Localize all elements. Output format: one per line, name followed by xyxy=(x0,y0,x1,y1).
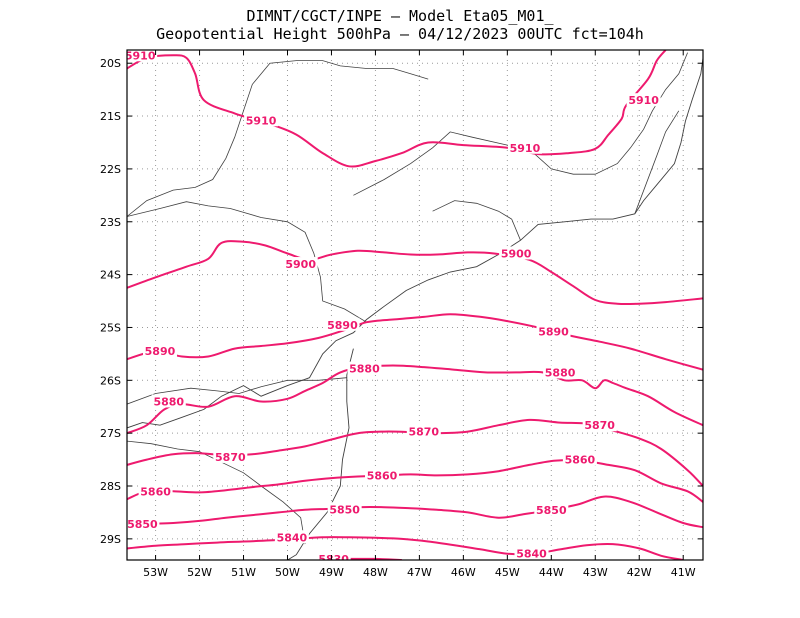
contour-5860 xyxy=(127,459,703,503)
contour-label: 5900 xyxy=(285,258,316,271)
contour-label: 5910 xyxy=(246,114,277,127)
contour-label-bg xyxy=(534,502,569,516)
contour-label-bg xyxy=(283,257,318,271)
y-tick-label: 24S xyxy=(100,269,121,282)
x-tick-label: 50W xyxy=(275,566,300,579)
state-border xyxy=(353,52,688,196)
contour-label-bg xyxy=(244,113,279,127)
axis-labels: 53W 52W 51W 50W 49W 48W 47W 46W 45W 44W 43W 42W 41W 2… xyxy=(100,50,703,579)
contour-label-bg xyxy=(499,246,534,260)
contour-label-layer: 5910 5910 5910 5910 5900 5900 5890 5890 5890 5880… xyxy=(125,49,661,566)
x-tick-label: 46W xyxy=(451,566,476,579)
x-tick-label: 51W xyxy=(231,566,256,579)
contour-label: 5900 xyxy=(501,247,532,260)
y-tick-label: 23S xyxy=(100,216,121,229)
contour-label: 5860 xyxy=(565,454,596,467)
x-tick-label: 43W xyxy=(583,566,608,579)
contour-label-bg xyxy=(562,452,597,466)
y-tick-label: 21S xyxy=(100,110,121,123)
y-tick-label: 28S xyxy=(100,480,121,493)
contour-label-bg xyxy=(514,546,549,560)
x-tick-label: 48W xyxy=(363,566,388,579)
contour-label-bg xyxy=(347,361,382,375)
contour-5910 xyxy=(127,50,667,168)
contour-label: 5840 xyxy=(277,531,308,544)
y-tick-label: 26S xyxy=(100,374,121,387)
contour-label: 5880 xyxy=(153,395,184,408)
contour-label-bg xyxy=(213,449,248,463)
contour-5880 xyxy=(127,364,703,435)
state-border xyxy=(127,201,367,323)
contour-label: 5870 xyxy=(584,419,615,432)
contour-label-bg xyxy=(507,140,542,154)
x-tick-label: 45W xyxy=(495,566,520,579)
state-border xyxy=(127,377,347,405)
y-tick-label: 29S xyxy=(100,533,121,546)
contour-label: 5890 xyxy=(145,345,176,358)
x-tick-label: 42W xyxy=(627,566,652,579)
contour-label-bg xyxy=(327,502,362,516)
contour-label-bg xyxy=(365,468,400,482)
contour-label-bg xyxy=(127,517,160,531)
contour-label: 5880 xyxy=(349,363,380,376)
contour-5840 xyxy=(127,536,684,560)
x-tick-label: 49W xyxy=(319,566,344,579)
contour-label: 5890 xyxy=(538,326,569,339)
contour-label-bg xyxy=(406,424,441,438)
contour-label-bg xyxy=(582,418,617,432)
contour-label-bg xyxy=(127,50,158,62)
contour-label: 5850 xyxy=(127,518,158,531)
state-border xyxy=(127,440,306,545)
contour-5890 xyxy=(127,313,703,371)
x-tick-label: 53W xyxy=(143,566,168,579)
contour-label-bg xyxy=(325,317,360,331)
coastline-south xyxy=(287,348,354,560)
state-border xyxy=(432,200,521,241)
contour-label: 5880 xyxy=(545,366,576,379)
contour-label-bg xyxy=(316,551,351,560)
contour-label: 5870 xyxy=(408,426,439,439)
contour-label: 5860 xyxy=(367,469,398,482)
contour-label: 5830 xyxy=(318,553,349,566)
contour-label: 5910 xyxy=(125,49,156,62)
contour-5900 xyxy=(127,240,703,306)
contour-label: 5890 xyxy=(327,319,358,332)
x-tick-label: 44W xyxy=(539,566,564,579)
y-tick-label: 27S xyxy=(100,427,121,440)
coastline xyxy=(127,57,703,429)
contour-label: 5840 xyxy=(516,548,547,561)
contour-label-bg xyxy=(543,365,578,379)
map-title-line-2: Geopotential Height 500hPa — 04/12/2023 … xyxy=(156,25,644,43)
state-border xyxy=(127,60,429,217)
y-tick-label: 20S xyxy=(100,57,121,70)
contour-label-bg xyxy=(151,394,186,408)
x-tick-label: 41W xyxy=(671,566,696,579)
contour-label-bg xyxy=(142,344,177,358)
contour-label-bg xyxy=(138,484,173,498)
state-border xyxy=(634,110,680,214)
contour-5850 xyxy=(127,495,703,529)
contour-layer xyxy=(127,50,703,560)
contour-label: 5850 xyxy=(536,504,567,517)
contour-label: 5870 xyxy=(215,451,246,464)
contour-label: 5850 xyxy=(329,503,360,516)
y-tick-label: 22S xyxy=(100,163,121,176)
x-tick-label: 52W xyxy=(187,566,212,579)
y-tick-label: 25S xyxy=(100,321,121,334)
x-tick-label: 47W xyxy=(407,566,432,579)
contour-label: 5860 xyxy=(140,485,171,498)
contour-label: 5910 xyxy=(510,142,541,155)
contour-label-bg xyxy=(274,530,309,544)
contour-label-bg xyxy=(626,93,661,107)
map-title-line-1: DIMNT/CGCT/INPE — Model Eta05_M01_ xyxy=(246,7,554,25)
contour-label: 5910 xyxy=(628,94,659,107)
map-frame xyxy=(126,49,704,561)
geography-layer xyxy=(127,52,703,560)
contour-label-bg xyxy=(536,324,571,338)
